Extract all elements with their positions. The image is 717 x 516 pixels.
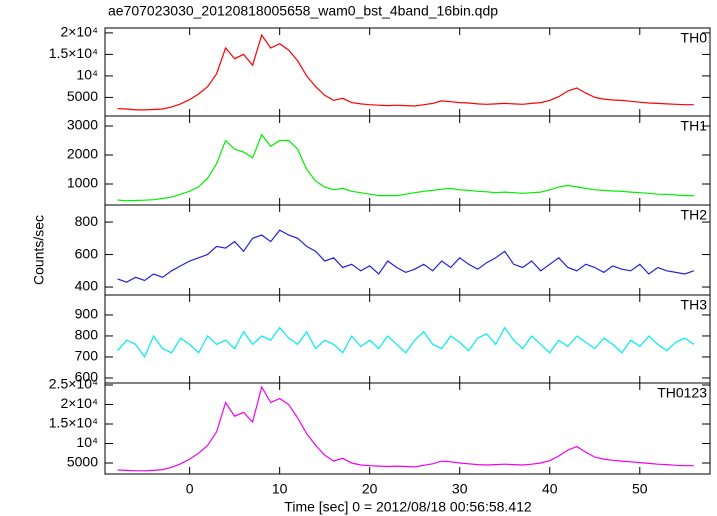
y-tick-label: 2×10⁴ [60,24,98,40]
panel-label: TH0123 [657,385,707,401]
data-line [117,326,695,359]
panel-label: TH0 [681,30,708,46]
chart-title: ae707023030_20120818005658_wam0_bst_4ban… [108,3,498,19]
y-tick-label: 10⁴ [76,434,98,450]
x-tick-label: 20 [362,481,378,497]
x-tick-label: 10 [272,481,288,497]
x-tick-label: 0 [186,481,194,497]
panel-frame [104,27,711,117]
panel-frame [104,204,711,296]
y-tick-label: 600 [75,369,99,385]
data-line [117,229,695,283]
data-line [117,385,694,472]
y-axis-label: Counts/sec [31,215,47,285]
data-line [117,33,694,111]
x-tick-label: 40 [542,481,558,497]
x-tick-label: 50 [632,481,648,497]
y-tick-label: 1.5×10⁴ [49,415,98,431]
panel-label: TH1 [681,118,708,134]
y-tick-label: 400 [75,278,99,294]
y-tick-label: 5000 [67,454,98,470]
y-tick-label: 2×10⁴ [60,395,98,411]
y-tick-label: 5000 [67,88,98,104]
y-tick-label: 10⁴ [76,67,98,83]
y-tick-label: 900 [75,306,99,322]
panel-frame [104,294,711,384]
y-tick-label: 600 [75,245,99,261]
y-tick-label: 1000 [67,175,98,191]
x-axis-label: Time [sec] 0 = 2012/08/18 00:56:58.412 [284,499,532,515]
y-tick-label: 2.5×10⁴ [49,376,98,392]
y-tick-label: 800 [75,327,99,343]
y-tick-label: 3000 [67,117,98,133]
panel-frame [104,382,711,475]
panel-label: TH2 [681,207,708,223]
data-line [117,133,694,202]
x-tick-label: 30 [452,481,468,497]
panel-label: TH3 [681,297,708,313]
y-tick-label: 700 [75,348,99,364]
y-tick-label: 800 [75,213,99,229]
y-tick-label: 2000 [67,146,98,162]
y-tick-label: 1.5×10⁴ [49,45,98,61]
